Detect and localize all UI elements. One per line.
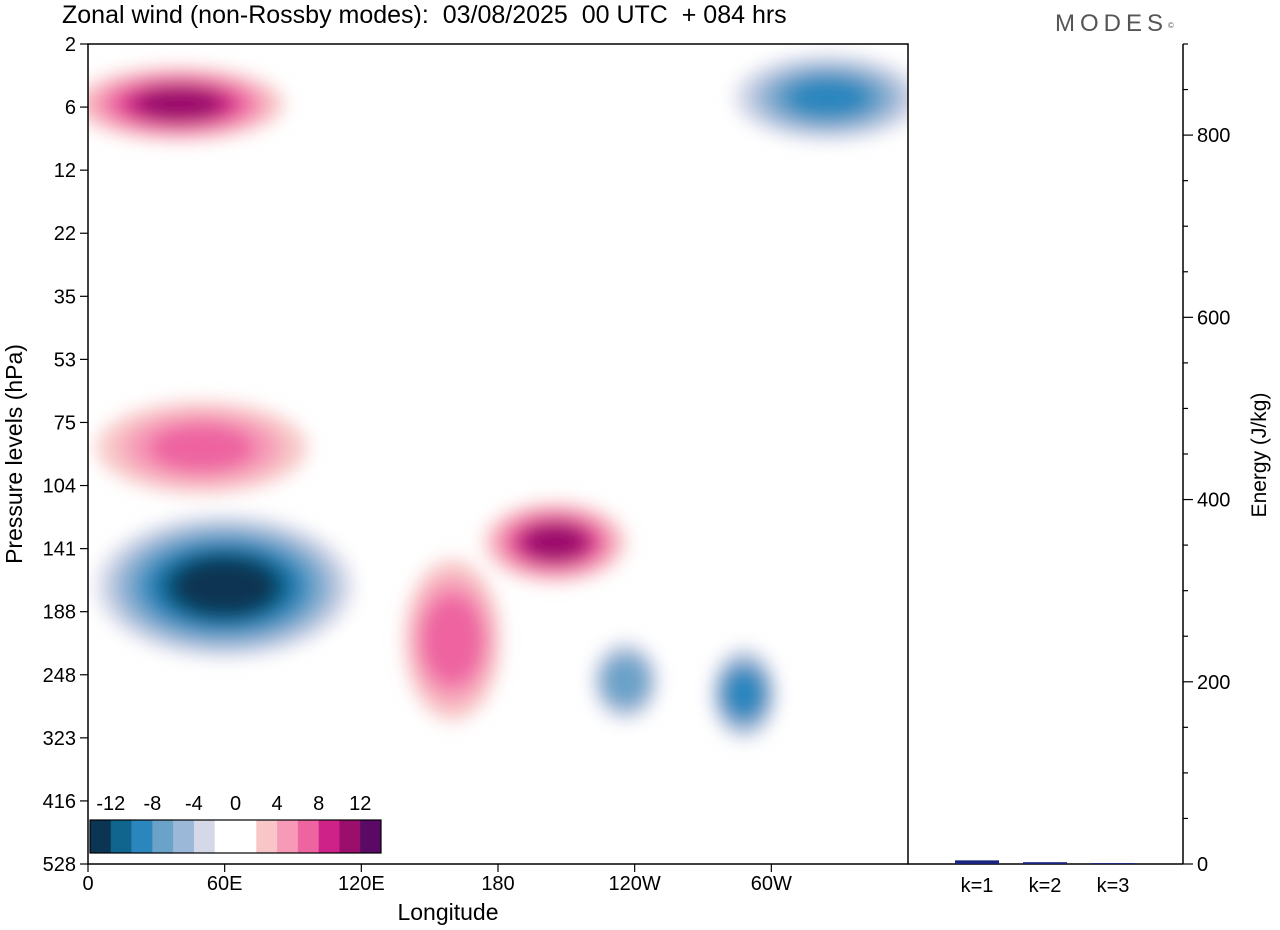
energy-tick-label: 0 (1197, 854, 1208, 876)
x-tick-label: 60W (751, 873, 792, 895)
y-tick-label: 75 (54, 412, 76, 434)
energy-bar-panel: 0 200 400 600 800 Energy (J/kg) k=1 k=2 k=3 (908, 43, 1271, 897)
colorbar-swatch (110, 820, 132, 853)
field-contour (148, 423, 256, 473)
x-tick-label: 60E (207, 873, 243, 895)
field-contour (722, 669, 766, 719)
y-tick-label: 6 (65, 97, 76, 119)
y-tick-label: 416 (43, 791, 76, 813)
energy-bar-k=2 (1023, 862, 1067, 864)
colorbar-swatch (193, 820, 216, 853)
field-feature-5 (711, 647, 777, 740)
energy-category-label: k=3 (1097, 875, 1130, 897)
x-tick-label: 0 (82, 873, 93, 895)
y-tick-label: 248 (43, 665, 76, 687)
field-feature-3 (484, 502, 626, 582)
colorbar-swatch (256, 820, 278, 853)
energy-tick-label: 800 (1197, 125, 1230, 147)
field-contour (420, 594, 485, 686)
energy-tick-label: 200 (1197, 672, 1230, 694)
colorbar-label: -12 (96, 793, 125, 815)
energy-axis-label: Energy (J/kg) (1248, 393, 1271, 518)
y-tick-label: 188 (43, 602, 76, 624)
x-axis: 0 60E 120E 180 120W 60W Longitude (82, 864, 792, 925)
colorbar-border (89, 819, 382, 854)
colorbar-swatch (90, 820, 112, 853)
colorbar-label: -4 (185, 793, 203, 815)
colorbar-label: 4 (272, 793, 283, 815)
brand-text: MODES (1055, 10, 1169, 37)
colorbar-label: 12 (349, 793, 371, 815)
colorbar-swatch (360, 820, 382, 853)
field-contour (135, 86, 223, 122)
y-tick-label: 528 (43, 854, 76, 876)
x-tick-label: 120W (609, 873, 661, 895)
colorbar: -12 -8 -4 0 4 8 12 (89, 793, 382, 854)
field-contour (602, 656, 649, 706)
field-contour (522, 524, 588, 561)
colorbar-swatch (173, 820, 195, 853)
y-tick-label: 104 (43, 476, 76, 498)
y-tick-label: 35 (54, 286, 76, 308)
colorbar-label: 0 (230, 793, 241, 815)
colorbar-swatch (339, 820, 361, 853)
y-axis-label: Pressure levels (hPa) (1, 344, 27, 564)
colorbar-label: -8 (143, 793, 161, 815)
colorbar-swatch (214, 820, 236, 853)
energy-category-label: k=1 (961, 875, 994, 897)
field-feature-0 (96, 515, 353, 658)
y-tick-label: 141 (43, 539, 76, 561)
field-contour (785, 77, 872, 119)
energy-bar-k=1 (955, 860, 999, 864)
field-feature-2 (404, 559, 501, 721)
y-tick-label: 12 (54, 160, 76, 182)
field-feature-6 (88, 67, 285, 141)
y-tick-label: 2 (65, 34, 76, 56)
energy-tick-label: 600 (1197, 307, 1230, 329)
brand-logo: MODES© (1055, 10, 1174, 38)
field-contour (171, 556, 279, 617)
colorbar-swatch (297, 820, 319, 853)
colorbar-label: 8 (313, 793, 324, 815)
y-tick-label: 323 (43, 728, 76, 750)
field-feature-1 (96, 401, 307, 494)
colorbar-swatch (131, 820, 153, 853)
copyright-mark: © (1168, 21, 1174, 30)
colorbar-swatch (277, 820, 299, 853)
colorbar-swatch (235, 820, 257, 853)
field-feature-4 (593, 641, 658, 721)
energy-category-label: k=2 (1029, 875, 1062, 897)
colorbar-swatch (152, 820, 174, 853)
y-tick-label: 22 (54, 223, 76, 245)
x-axis-label: Longitude (397, 899, 498, 925)
x-tick-label: 120E (338, 873, 385, 895)
energy-bar-k=3 (1091, 863, 1135, 864)
chart-title: Zonal wind (non-Rossby modes): 03/08/202… (62, 1, 787, 29)
field-feature-7 (734, 54, 908, 141)
y-axis: 2 6 12 22 35 53 75 104 141 188 248 323 416 528 Pressur… (1, 34, 88, 876)
x-tick-label: 180 (481, 873, 514, 895)
y-tick-label: 53 (54, 349, 76, 371)
colorbar-swatch (318, 820, 340, 853)
heatmap-field (88, 54, 908, 740)
energy-tick-label: 400 (1197, 490, 1230, 512)
